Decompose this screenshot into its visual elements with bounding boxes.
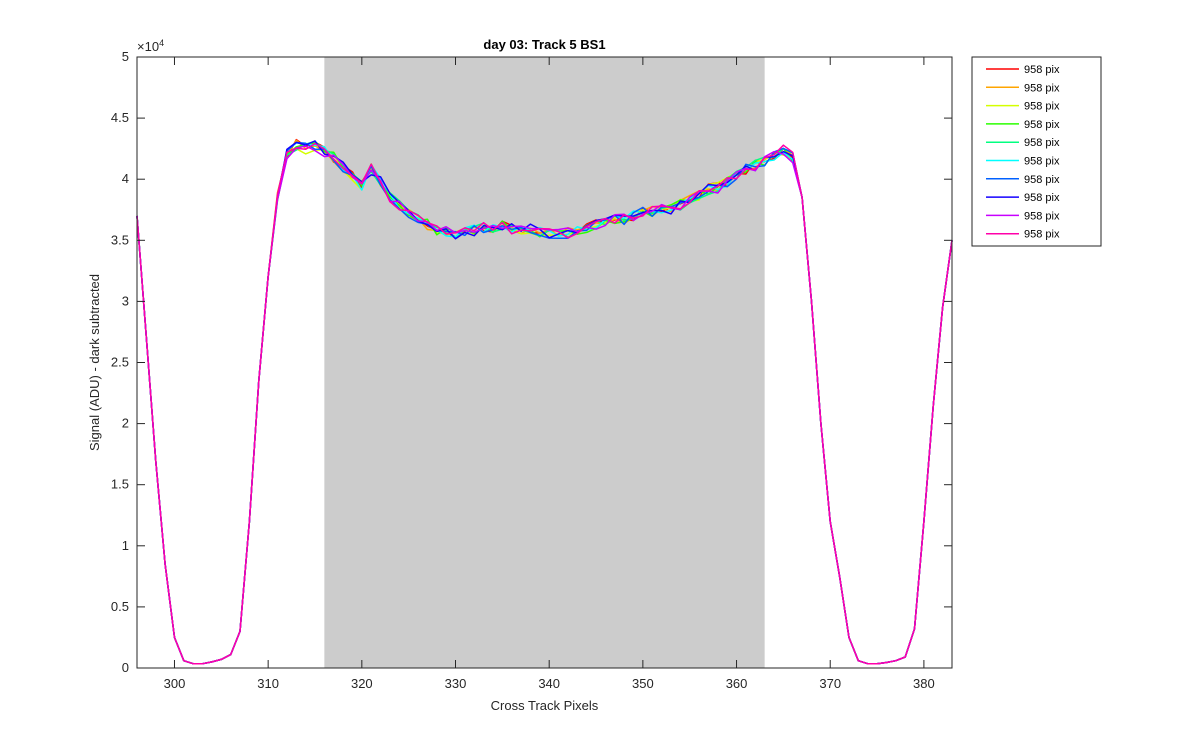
x-tick-label: 330 [445,676,467,691]
legend-label-2: 958 pix [1024,82,1060,94]
x-tick-label: 300 [164,676,186,691]
y-tick-label: 4.5 [111,110,129,125]
legend-label-5: 958 pix [1024,137,1060,149]
series-line-10 [136,142,953,665]
y-tick-label: 3 [122,293,129,308]
y-tick-label: 2.5 [111,355,129,370]
legend-label-6: 958 pix [1024,156,1060,168]
y-tick-label: 2 [122,416,129,431]
plot-area: 300 310 320 330 340 350 360 370 380 0 0.5 1 1.5 2 2.5… [111,49,953,691]
series-lines [136,138,953,665]
x-ticks: 300 310 320 330 340 350 360 370 380 [164,57,935,691]
legend-label-3: 958 pix [1024,101,1060,113]
y-tick-label: 0 [122,660,129,675]
legend-label-1: 958 pix [1024,64,1060,76]
legend-label-9: 958 pix [1024,210,1060,222]
y-exponent-power: 4 [159,38,164,48]
chart-title: day 03: Track 5 BS1 [483,37,605,52]
y-tick-label: 0.5 [111,599,129,614]
x-tick-label: 360 [726,676,748,691]
y-exponent-base: ×10 [137,39,159,54]
x-tick-label: 370 [819,676,841,691]
y-tick-label: 4 [122,171,129,186]
y-ticks: 0 0.5 1 1.5 2 2.5 3 3.5 4 4.5 5 [111,49,952,675]
y-tick-label: 5 [122,49,129,64]
legend-label-4: 958 pix [1024,119,1060,131]
x-tick-label: 350 [632,676,654,691]
x-tick-label: 320 [351,676,373,691]
x-tick-label: 310 [257,676,279,691]
y-tick-label: 3.5 [111,232,129,247]
legend-label-7: 958 pix [1024,174,1060,186]
shaded-region [324,57,765,668]
legend-box [971,56,1102,247]
x-tick-label: 340 [538,676,560,691]
legend-label-10: 958 pix [1024,229,1060,241]
legend[interactable]: 958 pix 958 pix 958 pix 958 pix 958 pix 958 p… [971,56,1102,247]
y-tick-label: 1.5 [111,477,129,492]
y-axis-label: Signal (ADU) - dark subtracted [87,274,102,451]
y-tick-label: 1 [122,538,129,553]
x-axis-label: Cross Track Pixels [491,698,599,713]
y-axis-exponent: ×104 [137,38,164,54]
x-tick-label: 380 [913,676,935,691]
legend-label-8: 958 pix [1024,192,1060,204]
